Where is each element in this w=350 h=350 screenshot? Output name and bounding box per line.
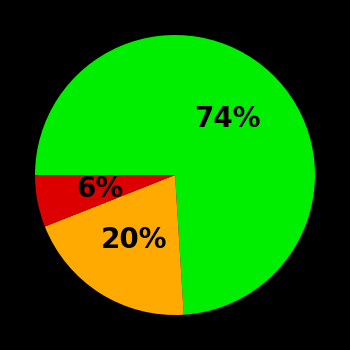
Text: 20%: 20% — [100, 226, 167, 254]
Text: 74%: 74% — [195, 105, 261, 133]
Wedge shape — [35, 35, 315, 315]
Text: 6%: 6% — [76, 175, 123, 203]
Wedge shape — [35, 175, 175, 226]
Wedge shape — [45, 175, 184, 315]
